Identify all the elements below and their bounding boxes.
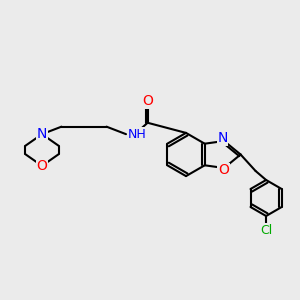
Text: NH: NH — [128, 128, 146, 141]
Text: N: N — [218, 131, 228, 145]
Text: O: O — [142, 94, 153, 108]
Text: Cl: Cl — [260, 224, 272, 237]
Text: O: O — [218, 164, 229, 177]
Text: O: O — [37, 159, 47, 173]
Text: N: N — [37, 127, 47, 141]
